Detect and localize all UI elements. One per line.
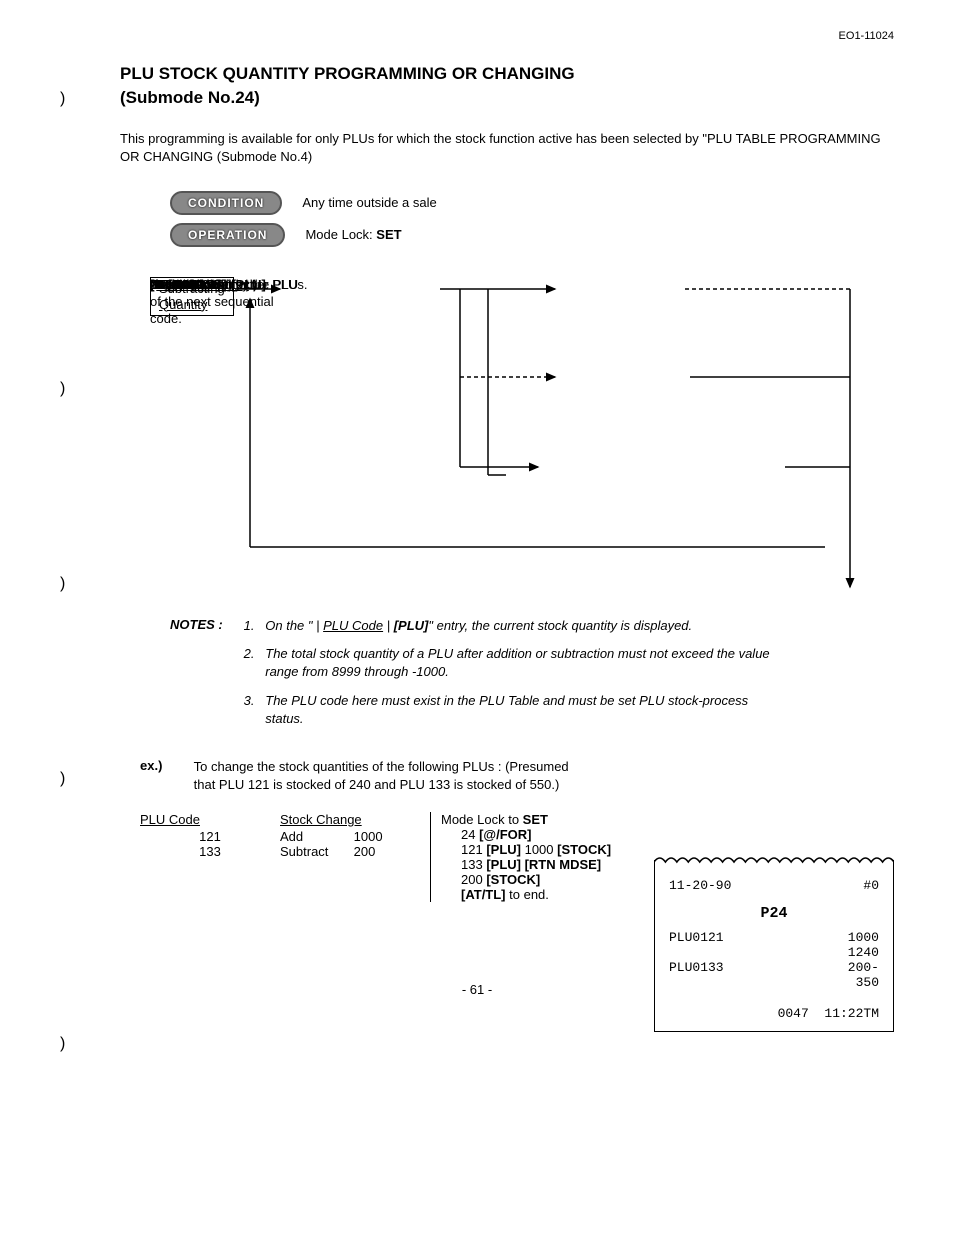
receipt-footer-r: 11:22TM	[824, 1006, 879, 1021]
receipt-line-r: 1000	[848, 930, 879, 945]
note-num: 3.	[244, 692, 262, 710]
receipt-footer-l: 0047	[778, 1006, 809, 1021]
note-num: 2.	[244, 645, 262, 663]
val: 200	[354, 844, 376, 859]
keyseq-line: Mode Lock to SET	[441, 812, 641, 827]
operation-text: Mode Lock: SET	[305, 227, 401, 242]
note-item: 3. The PLU code here must exist in the P…	[244, 692, 784, 728]
col-head: PLU Code	[140, 812, 280, 827]
notes-list: 1. On the " | PLU Code | [PLU]" entry, t…	[244, 617, 784, 738]
margin-mark: )	[60, 1035, 65, 1053]
example-col-keyseq: Mode Lock to SET 24 [@/FOR] 121 [PLU] 10…	[430, 812, 641, 902]
page-title: PLU STOCK QUANTITY PROGRAMMING OR CHANGI…	[120, 62, 894, 110]
note-item: 1. On the " | PLU Code | [PLU]" entry, t…	[244, 617, 784, 635]
intro-text: This programming is available for only P…	[120, 130, 894, 166]
keyseq-line: [AT/TL] to end.	[441, 887, 641, 902]
diagram-sub-qty2: Quantity	[159, 297, 207, 312]
receipt-line-l: PLU0121	[669, 930, 724, 945]
condition-row: CONDITION Any time outside a sale	[170, 191, 894, 215]
condition-text: Any time outside a sale	[302, 195, 436, 210]
operation-prefix: Mode Lock:	[305, 227, 376, 242]
operation-tag: OPERATION	[170, 223, 285, 247]
receipt-line: PLU0121 1000	[669, 930, 879, 945]
margin-mark: )	[60, 575, 65, 593]
receipt: 11-20-90 #0 P24 PLU0121 1000 1240 PLU013…	[654, 860, 894, 1032]
receipt-line: 350	[669, 975, 879, 990]
col-head: Stock Change	[280, 812, 430, 827]
document-id: EO1-11024	[60, 30, 894, 42]
keyseq-line: 121 [PLU] 1000 [STOCK]	[441, 842, 641, 857]
note-num: 1.	[244, 617, 262, 635]
receipt-line-l: PLU0133	[669, 960, 724, 975]
receipt-line-r: 350	[856, 975, 879, 990]
operation-row: OPERATION Mode Lock: SET	[170, 223, 894, 247]
condition-tag: CONDITION	[170, 191, 282, 215]
receipt-hash: #0	[863, 878, 879, 893]
receipt-line: 1240	[669, 945, 879, 960]
keyseq-line: 24 [@/FOR]	[441, 827, 641, 842]
margin-mark: )	[60, 770, 65, 788]
keyseq-line: 200 [STOCK]	[441, 872, 641, 887]
receipt-line-r: 200-	[848, 960, 879, 975]
receipt-line: PLU0133 200-	[669, 960, 879, 975]
margin-mark: )	[60, 380, 65, 398]
operation-value: SET	[376, 227, 401, 242]
receipt-date: 11-20-90	[669, 878, 731, 893]
op: Subtract	[280, 844, 350, 859]
receipt-tear-edge	[654, 854, 894, 864]
note-text: On the " | PLU Code | [PLU]" entry, the …	[265, 617, 775, 635]
margin-mark: )	[60, 90, 65, 108]
flow-diagram: 24 [@/FOR] | PLU Code | [PLU] 1 to 9999 …	[150, 277, 894, 597]
col-cell: 121	[140, 829, 280, 844]
keyseq-line: 133 [PLU] [RTN MDSE]	[441, 857, 641, 872]
example-label: ex.)	[140, 758, 190, 773]
receipt-footer: 0047 11:22TM	[669, 1006, 879, 1021]
example-col-stockchange: Stock Change Add 1000 Subtract 200	[280, 812, 430, 859]
notes-label: NOTES :	[170, 617, 240, 632]
op: Add	[280, 829, 350, 844]
example-intro: To change the stock quantities of the fo…	[194, 758, 594, 794]
note-text: The PLU code here must exist in the PLU …	[265, 692, 775, 728]
col-cell: 133	[140, 844, 280, 859]
col-cell: Add 1000	[280, 829, 430, 844]
receipt-mode: P24	[669, 905, 879, 922]
title-line1: PLU STOCK QUANTITY PROGRAMMING OR CHANGI…	[120, 64, 575, 83]
note-item: 2. The total stock quantity of a PLU aft…	[244, 645, 784, 681]
diagram-attl: [AT/TL]	[150, 277, 195, 292]
receipt-header: 11-20-90 #0	[669, 878, 879, 893]
col-cell: Subtract 200	[280, 844, 430, 859]
val: 1000	[354, 829, 383, 844]
example-col-plucode: PLU Code 121 133	[140, 812, 280, 859]
title-line2: (Submode No.24)	[120, 88, 260, 107]
receipt-line-r: 1240	[848, 945, 879, 960]
notes-section: NOTES : 1. On the " | PLU Code | [PLU]" …	[170, 617, 894, 738]
note-text: The total stock quantity of a PLU after …	[265, 645, 775, 681]
